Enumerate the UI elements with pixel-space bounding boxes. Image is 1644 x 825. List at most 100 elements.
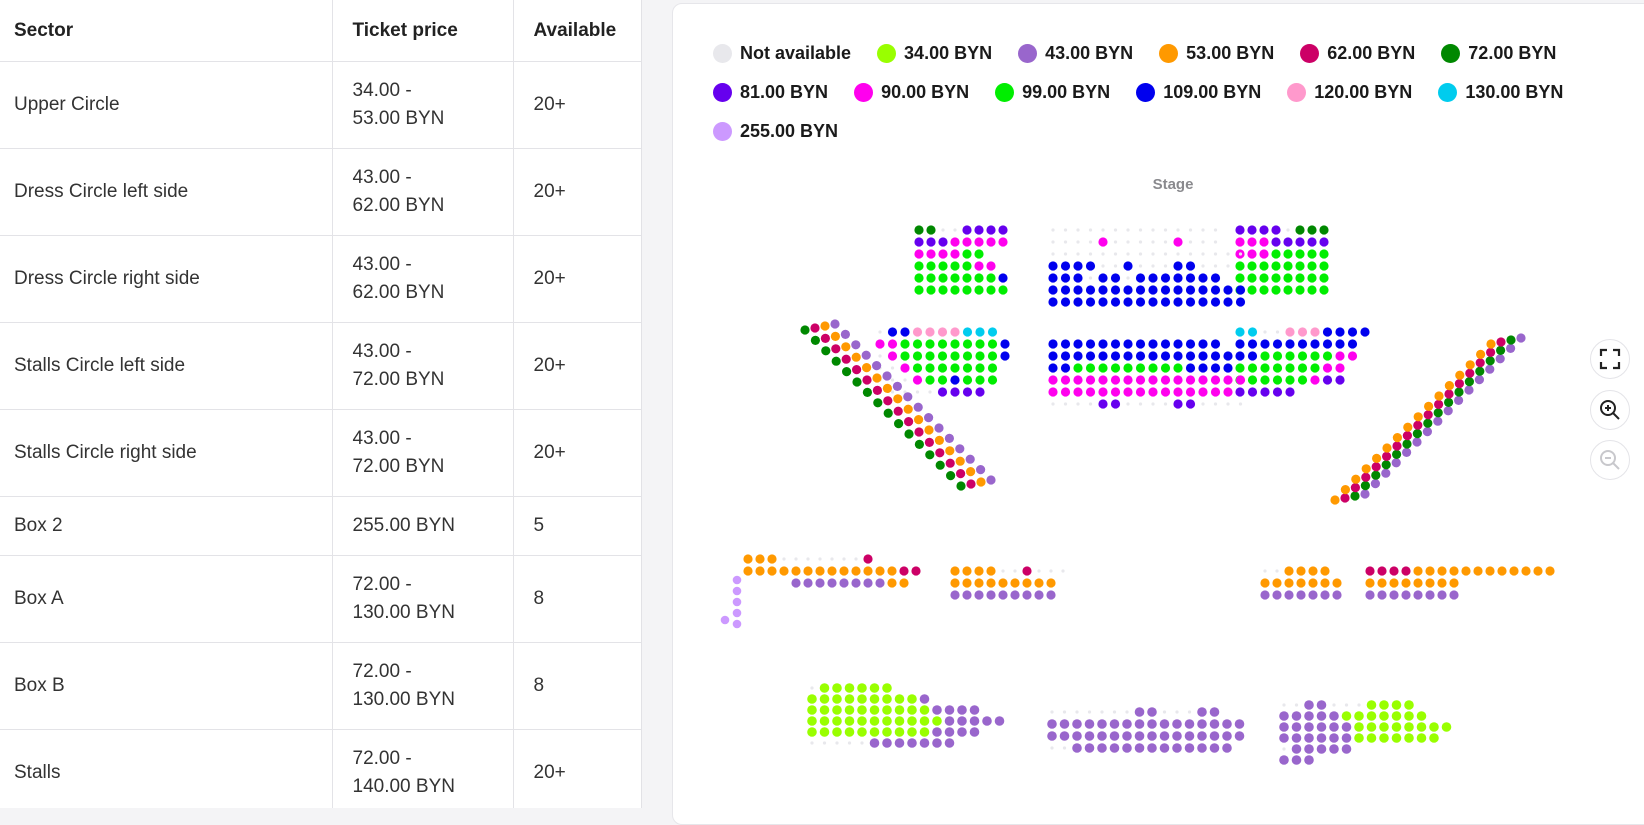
seat[interactable] bbox=[872, 373, 882, 383]
seat[interactable] bbox=[937, 387, 948, 397]
seat[interactable] bbox=[862, 387, 873, 397]
seat[interactable] bbox=[1295, 249, 1305, 259]
seat[interactable] bbox=[863, 566, 873, 576]
seat[interactable] bbox=[1097, 719, 1107, 729]
seat[interactable] bbox=[950, 566, 960, 576]
seat[interactable] bbox=[1098, 339, 1108, 349]
seat[interactable] bbox=[1197, 743, 1207, 753]
seat[interactable] bbox=[1123, 339, 1133, 349]
seat[interactable] bbox=[1260, 375, 1270, 385]
seat[interactable] bbox=[844, 694, 855, 704]
seat[interactable] bbox=[1330, 495, 1340, 505]
seat[interactable] bbox=[1437, 578, 1447, 588]
seat[interactable] bbox=[1413, 420, 1423, 430]
seat[interactable] bbox=[1272, 578, 1282, 588]
seat[interactable] bbox=[899, 566, 909, 576]
seat[interactable] bbox=[1382, 451, 1392, 461]
seat[interactable] bbox=[986, 566, 996, 576]
seat[interactable] bbox=[975, 327, 985, 337]
legend-item[interactable]: Not available bbox=[713, 34, 851, 73]
seat[interactable] bbox=[1401, 590, 1411, 600]
seat[interactable] bbox=[857, 705, 867, 715]
seat[interactable] bbox=[1184, 731, 1195, 741]
seat[interactable] bbox=[950, 237, 960, 247]
seat[interactable] bbox=[926, 261, 936, 271]
seat[interactable] bbox=[827, 566, 837, 576]
seat[interactable] bbox=[1320, 566, 1330, 576]
seat[interactable] bbox=[1401, 578, 1411, 588]
seat[interactable] bbox=[1210, 375, 1221, 385]
seat[interactable] bbox=[1148, 339, 1158, 349]
seat[interactable] bbox=[1097, 743, 1107, 753]
seat[interactable] bbox=[1234, 719, 1245, 729]
seat[interactable] bbox=[907, 694, 917, 704]
seat[interactable] bbox=[1046, 578, 1056, 588]
seat[interactable] bbox=[1404, 700, 1414, 710]
seat[interactable] bbox=[1134, 731, 1145, 741]
seat[interactable] bbox=[962, 237, 972, 247]
seat[interactable] bbox=[1109, 731, 1120, 741]
seat[interactable] bbox=[1291, 711, 1302, 721]
seat[interactable] bbox=[1341, 722, 1352, 732]
seat[interactable] bbox=[1283, 249, 1293, 259]
seat[interactable] bbox=[1048, 351, 1058, 361]
seat[interactable] bbox=[935, 460, 945, 470]
fullscreen-button[interactable] bbox=[1590, 339, 1630, 379]
seat[interactable] bbox=[938, 237, 948, 247]
seat[interactable] bbox=[1404, 722, 1414, 732]
seat[interactable] bbox=[1341, 711, 1352, 721]
seat[interactable] bbox=[1235, 261, 1245, 271]
seat[interactable] bbox=[820, 333, 831, 343]
seat[interactable] bbox=[962, 261, 972, 271]
seat[interactable] bbox=[803, 578, 813, 588]
seat[interactable] bbox=[1308, 566, 1318, 576]
seat[interactable] bbox=[1437, 590, 1447, 600]
seat[interactable] bbox=[1110, 387, 1121, 397]
seat[interactable] bbox=[1098, 375, 1108, 385]
seat[interactable] bbox=[1235, 273, 1245, 283]
seat[interactable] bbox=[1347, 327, 1358, 337]
seat[interactable] bbox=[1401, 566, 1411, 576]
seat[interactable] bbox=[875, 339, 885, 349]
seat[interactable] bbox=[950, 273, 960, 283]
seat[interactable] bbox=[1506, 335, 1516, 345]
seat[interactable] bbox=[1379, 722, 1389, 732]
seat[interactable] bbox=[926, 225, 936, 235]
seat[interactable] bbox=[851, 352, 861, 362]
legend-item[interactable]: 109.00 BYN bbox=[1136, 73, 1261, 112]
seat[interactable] bbox=[810, 335, 821, 345]
seat[interactable] bbox=[998, 285, 1008, 295]
seat[interactable] bbox=[1209, 719, 1220, 729]
seat[interactable] bbox=[926, 237, 936, 247]
seat[interactable] bbox=[914, 439, 925, 449]
seat[interactable] bbox=[935, 448, 945, 458]
seat[interactable] bbox=[1366, 733, 1377, 743]
seat[interactable] bbox=[1279, 722, 1289, 732]
seat[interactable] bbox=[1295, 261, 1305, 271]
seat[interactable] bbox=[1047, 731, 1057, 741]
seat[interactable] bbox=[882, 738, 892, 748]
seat[interactable] bbox=[1347, 351, 1358, 361]
seat[interactable] bbox=[830, 319, 840, 329]
seat[interactable] bbox=[1209, 731, 1220, 741]
seat[interactable] bbox=[1308, 578, 1318, 588]
seat[interactable] bbox=[950, 387, 960, 397]
seat[interactable] bbox=[974, 225, 984, 235]
table-row[interactable]: Stalls Circle left side 43.00 - 72.00 BYN 2… bbox=[0, 322, 641, 410]
seat[interactable] bbox=[1185, 363, 1196, 373]
table-row[interactable]: Stalls Circle right side 43.00 - 72.00 BYN… bbox=[0, 409, 641, 497]
seat[interactable] bbox=[919, 705, 930, 715]
seat[interactable] bbox=[1148, 387, 1158, 397]
seat[interactable] bbox=[1316, 744, 1327, 754]
seat[interactable] bbox=[1379, 700, 1389, 710]
seat[interactable] bbox=[994, 716, 1005, 726]
seat[interactable] bbox=[832, 716, 842, 726]
seat[interactable] bbox=[1173, 363, 1183, 373]
seat[interactable] bbox=[1329, 733, 1339, 743]
seat[interactable] bbox=[1173, 375, 1183, 385]
seat[interactable] bbox=[1441, 722, 1452, 732]
seat[interactable] bbox=[1291, 755, 1302, 765]
seat[interactable] bbox=[1148, 297, 1158, 307]
seat[interactable] bbox=[1322, 327, 1333, 337]
seat[interactable] bbox=[1319, 261, 1329, 271]
